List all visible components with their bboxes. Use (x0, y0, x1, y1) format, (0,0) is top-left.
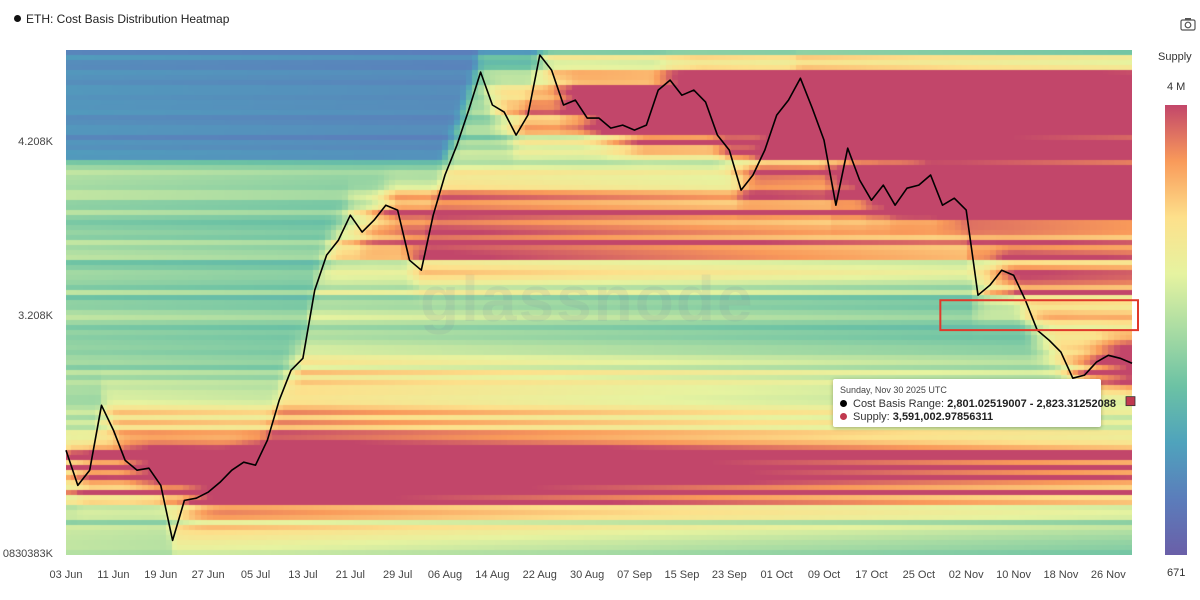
x-tick-label: 13 Jul (288, 569, 318, 581)
highlight-cell-marker[interactable] (1125, 396, 1136, 407)
chart-title: ETH: Cost Basis Distribution Heatmap (14, 12, 229, 26)
x-tick-label: 23 Sep (711, 569, 747, 581)
highlight-box (939, 299, 1139, 332)
x-tick-label: 10 Nov (996, 569, 1031, 581)
x-tick-label: 30 Aug (570, 569, 605, 581)
x-tick-label: 03 Jun (49, 569, 83, 581)
x-tick-label: 18 Nov (1043, 569, 1079, 581)
title-bullet-icon (14, 15, 21, 22)
x-tick-label: 27 Jun (191, 569, 225, 581)
colorbar[interactable] (1165, 105, 1187, 555)
tooltip-range-row: Cost Basis Range: 2,801.02519007 - 2,823… (840, 398, 1116, 410)
tooltip-supply-value: 3,591,002.97856311 (892, 411, 994, 423)
colorbar-title: Supply (1158, 51, 1192, 63)
chart-title-text: ETH: Cost Basis Distribution Heatmap (26, 12, 230, 26)
y-tick-label: 4.208K (18, 136, 53, 149)
x-tick-label: 25 Oct (902, 569, 935, 581)
range-bullet-icon (840, 400, 847, 407)
x-tick-label: 11 Jun (97, 569, 130, 581)
tooltip-date: Sunday, Nov 30 2025 UTC (840, 385, 947, 395)
colorbar-max-label: 4 M (1167, 81, 1186, 93)
tooltip-range-value: 2,801.02519007 - 2,823.31252088 (947, 398, 1116, 410)
price-line (65, 54, 1133, 542)
x-tick-label: 05 Jul (240, 569, 271, 581)
tooltip-supply-row: Supply: 3,591,002.97856311 (840, 411, 993, 423)
supply-bullet-icon (840, 413, 847, 420)
x-tick-label: 02 Nov (948, 569, 984, 581)
x-tick-label: 01 Oct (760, 569, 793, 581)
heatmap-cells[interactable] (66, 50, 1132, 555)
tooltip-supply-label: Supply: (853, 411, 890, 423)
x-tick-label: 14 Aug (475, 569, 510, 581)
camera-icon[interactable] (1180, 17, 1196, 31)
y-tick-label: 3.208K (18, 310, 53, 323)
tooltip: Sunday, Nov 30 2025 UTC Cost Basis Range… (833, 379, 1116, 427)
x-tick-label: 09 Oct (807, 569, 841, 581)
x-tick-label: 06 Aug (427, 569, 463, 581)
x-tick-label: 19 Jun (144, 569, 178, 581)
x-tick-label: 17 Oct (855, 569, 888, 581)
colorbar-min-label: 671 (1167, 567, 1186, 579)
x-tick-label: 29 Jul (382, 569, 413, 581)
watermark: glassnode (420, 263, 755, 335)
x-tick-label: 15 Sep (664, 569, 700, 581)
y-tick-label: 0830383K (2, 548, 53, 560)
x-tick-label: 26 Nov (1090, 569, 1126, 581)
tooltip-range-label: Cost Basis Range: (853, 398, 945, 410)
x-tick-label: 22 Aug (522, 569, 557, 581)
x-tick-label: 07 Sep (617, 569, 652, 581)
x-tick-label: 21 Jul (335, 569, 365, 581)
